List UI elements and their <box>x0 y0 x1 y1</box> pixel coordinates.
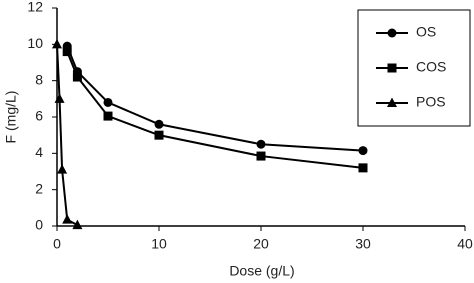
legend-marker <box>387 97 397 107</box>
marker <box>256 151 266 161</box>
y-tick-label: 8 <box>35 71 43 87</box>
y-axis-label: F (mg/L) <box>3 91 19 144</box>
y-tick-label: 10 <box>27 35 43 51</box>
x-tick-label: 10 <box>151 236 167 252</box>
legend-marker <box>387 63 397 73</box>
x-tick-label: 0 <box>53 236 61 252</box>
marker <box>52 38 62 49</box>
y-tick-label: 0 <box>35 217 43 233</box>
legend-label: POS <box>416 94 446 110</box>
y-tick-label: 12 <box>27 0 43 15</box>
x-tick-label: 40 <box>457 236 473 252</box>
y-tick-label: 2 <box>35 180 43 196</box>
marker <box>57 164 68 174</box>
marker <box>103 111 113 121</box>
marker <box>358 146 368 156</box>
marker <box>154 119 164 129</box>
y-tick-label: 6 <box>35 108 43 124</box>
marker <box>103 97 113 107</box>
y-tick-label: 4 <box>35 144 43 160</box>
x-axis-label: Dose (g/L) <box>229 263 294 279</box>
marker <box>154 130 164 140</box>
series-line <box>66 51 364 169</box>
marker <box>62 47 72 57</box>
marker <box>358 163 368 173</box>
legend-marker <box>387 28 397 38</box>
marker <box>54 93 65 103</box>
x-tick-label: 20 <box>253 236 269 252</box>
legend-label: OS <box>416 24 436 40</box>
marker <box>72 219 83 230</box>
series-line <box>66 45 364 152</box>
legend-box <box>357 9 471 127</box>
legend-label: COS <box>416 59 446 75</box>
marker <box>62 214 73 224</box>
marker <box>72 72 82 82</box>
x-tick-label: 30 <box>355 236 371 252</box>
marker <box>256 139 266 149</box>
